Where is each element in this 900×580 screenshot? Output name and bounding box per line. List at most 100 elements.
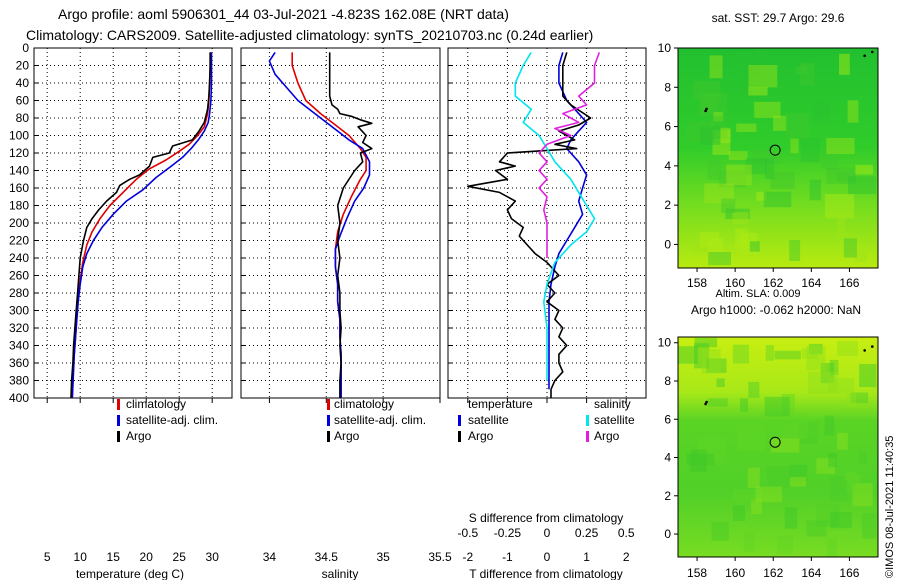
sla-map-frame	[677, 336, 879, 558]
map-texture-cell	[764, 396, 790, 417]
salinity-xlabel: salinity	[322, 567, 359, 580]
map-texture-cell	[707, 160, 721, 181]
x-tick-label-s: -0.5	[457, 526, 478, 540]
map-texture-cell	[809, 179, 821, 201]
y-tick-label: 400	[9, 391, 29, 405]
legend-label-s-argo: Argo	[594, 429, 620, 443]
map-x-tick-label: 158	[687, 276, 707, 290]
legend-swatch-t-satellite	[458, 415, 461, 426]
difference-legend: temperature satellite Argo salinity sate…	[458, 397, 635, 443]
x-tick-label: 25	[173, 550, 187, 564]
map-x-tick-label: 164	[801, 276, 821, 290]
map-texture-cell	[767, 466, 790, 488]
x-tick-label-s: 0.5	[618, 526, 635, 540]
temperature-series	[70, 52, 213, 398]
y-tick-label: 20	[16, 59, 30, 73]
map-texture-cell	[781, 394, 795, 416]
x-tick-label-s: 0	[544, 526, 551, 540]
y-tick-label: 300	[9, 304, 29, 318]
map-texture-cell	[755, 486, 783, 503]
map-texture-cell	[770, 438, 800, 453]
map-texture-cell	[839, 53, 850, 75]
map-texture-cell	[800, 137, 820, 162]
map-texture-cell	[808, 371, 838, 394]
map-texture-cell	[694, 343, 710, 369]
y-tick-label: 60	[16, 94, 30, 108]
map-texture-cell	[790, 138, 799, 154]
y-tick-label: 200	[9, 216, 29, 230]
map-texture-cell	[704, 183, 734, 204]
salinity-legend: climatology satellite-adj. clim. Argo	[327, 397, 426, 443]
y-tick-label: 280	[9, 286, 29, 300]
legend-swatch-s-satellite	[586, 415, 589, 426]
map-texture-cell	[700, 126, 721, 145]
imos-credit: ©IMOS 08-Jul-2021 11:40:35	[884, 436, 896, 578]
sst-map-frame	[677, 47, 879, 269]
map-texture-cell	[827, 537, 837, 557]
sla-map-field	[678, 337, 878, 557]
map-x-tick-label: 158	[687, 566, 707, 580]
map-texture-cell	[747, 467, 760, 488]
map-texture-cell	[800, 63, 815, 86]
map-texture-cell	[798, 421, 819, 444]
series-line-t-argo	[466, 52, 592, 398]
island-dot	[863, 349, 866, 352]
legend-label-argo: Argo	[126, 429, 152, 443]
map-texture-cell	[854, 252, 867, 262]
map-texture-cell	[846, 393, 857, 408]
series-line-s-argo	[538, 52, 601, 258]
map-texture-cell	[690, 449, 707, 472]
map-x-tick-label: 166	[839, 276, 859, 290]
legend-swatch-satellite	[117, 415, 120, 426]
map-texture-cell	[828, 378, 855, 394]
legend-swatch-argo	[327, 431, 330, 442]
map-texture-cell	[855, 164, 873, 175]
map-y-tick-label: 4	[664, 451, 671, 465]
sst-map-patches	[686, 49, 877, 266]
map-texture-cell	[826, 167, 857, 184]
x-tick-label: 35	[376, 550, 390, 564]
legend-label-climatology: climatology	[126, 397, 186, 411]
map-texture-cell	[732, 344, 749, 364]
map-texture-cell	[806, 345, 826, 371]
y-tick-label: 120	[9, 146, 29, 160]
difference-series	[466, 51, 601, 398]
temperature-legend: climatology satellite-adj. clim. Argo	[117, 397, 218, 443]
map-texture-cell	[710, 115, 728, 139]
map-texture-cell	[740, 398, 749, 412]
map-texture-cell	[707, 237, 724, 252]
legend-label-s-satellite: satellite	[594, 413, 635, 427]
map-texture-cell	[765, 345, 774, 361]
map-texture-cell	[847, 100, 859, 123]
x-tick-label: 34	[263, 550, 277, 564]
y-tick-label: 360	[9, 356, 29, 370]
map-texture-cell	[828, 452, 837, 468]
map-texture-cell	[811, 505, 834, 520]
map-y-tick-label: 8	[664, 80, 671, 94]
map-texture-cell	[686, 121, 715, 143]
map-x-tick-label: 160	[725, 566, 745, 580]
map-texture-cell	[739, 232, 758, 255]
argo-position-marker	[769, 436, 781, 448]
map-texture-cell	[756, 191, 767, 201]
map-y-tick-label: 10	[658, 336, 672, 350]
legend-swatch-t-argo	[458, 431, 461, 442]
map-texture-cell	[732, 212, 749, 225]
map-axes: 158 160 162 164 166 0 2 4 6 8 10 158 160 162 164 166 0 2 4…	[658, 41, 874, 580]
map-texture-cell	[692, 238, 709, 253]
legend-label-climatology: climatology	[334, 397, 394, 411]
map-texture-cell	[735, 228, 749, 250]
map-texture-cell	[837, 218, 846, 237]
map-texture-cell	[694, 337, 718, 348]
map-texture-cell	[708, 252, 731, 266]
series-line-argo	[328, 52, 373, 398]
map-texture-cell	[782, 424, 802, 442]
y-tick-label: 220	[9, 234, 29, 248]
map-texture-cell	[678, 346, 698, 364]
map-y-tick-label: 10	[658, 41, 672, 55]
legend-label-satellite: satellite-adj. clim.	[334, 413, 426, 427]
map-y-tick-label: 0	[664, 527, 671, 541]
map-x-tick-label: 162	[763, 276, 783, 290]
map-texture-cell	[726, 164, 752, 186]
map-x-tick-label: 162	[763, 566, 783, 580]
